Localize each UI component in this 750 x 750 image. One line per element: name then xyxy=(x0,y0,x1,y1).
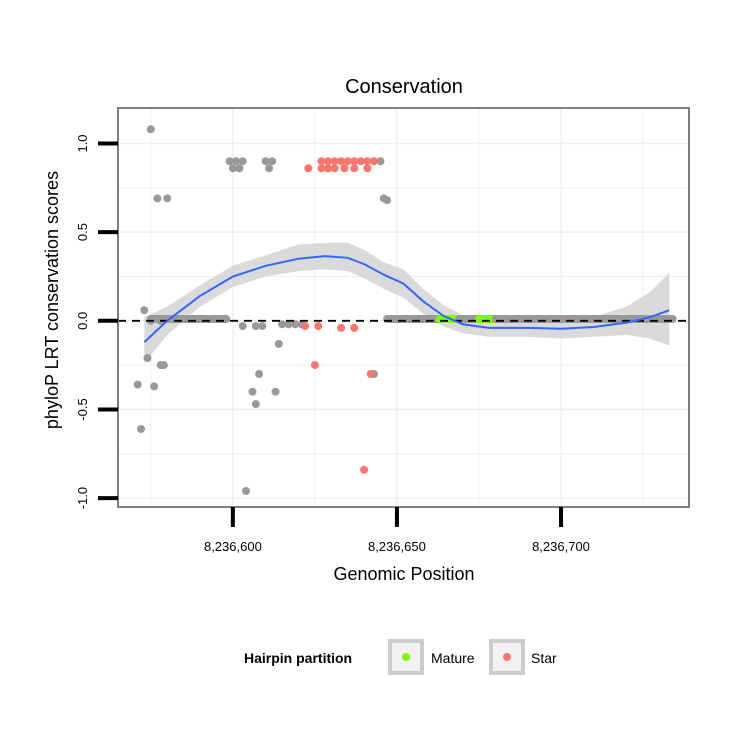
data-point-other xyxy=(146,125,155,134)
data-point-other xyxy=(238,322,247,331)
data-point-other xyxy=(228,164,237,173)
data-point-star xyxy=(317,164,326,173)
data-point-other xyxy=(159,361,168,370)
legend: Hairpin partition Mature Star xyxy=(244,639,557,675)
data-point-star xyxy=(350,157,359,166)
data-point-star xyxy=(324,157,332,166)
data-point-mature xyxy=(484,315,493,323)
x-axis-ticks: 8,236,600 8,236,650 8,236,700 xyxy=(204,507,590,554)
y-tick-label: 0.5 xyxy=(75,223,90,241)
data-point-other xyxy=(274,339,283,348)
data-point-other xyxy=(255,370,264,378)
data-point-star xyxy=(350,164,359,173)
data-point-star xyxy=(360,465,369,474)
confidence-band xyxy=(144,242,670,364)
data-point-other xyxy=(238,157,247,166)
y-tick-label: 1.0 xyxy=(75,134,90,152)
y-tick-label: -0.5 xyxy=(75,398,90,420)
data-point-star xyxy=(340,164,349,173)
data-point-other xyxy=(251,400,260,409)
y-tick-label: -1.0 xyxy=(75,487,90,509)
data-point-other xyxy=(271,387,280,396)
data-point-other xyxy=(268,157,277,166)
data-point-star xyxy=(363,164,372,173)
data-point-other xyxy=(251,322,260,331)
legend-label-star: Star xyxy=(531,650,557,666)
data-point-star xyxy=(337,323,346,332)
legend-dot-mature xyxy=(402,653,410,661)
data-point-other xyxy=(284,320,293,329)
data-point-star xyxy=(330,157,339,166)
data-point-star xyxy=(337,157,346,166)
x-tick-label: 8,236,650 xyxy=(368,539,426,554)
data-point-star xyxy=(310,361,319,370)
legend-title: Hairpin partition xyxy=(244,650,352,666)
data-point-other xyxy=(153,194,162,203)
x-tick-label: 8,236,700 xyxy=(532,539,590,554)
data-point-other xyxy=(278,320,287,329)
grid-lines xyxy=(118,108,689,507)
data-point-star xyxy=(366,370,375,378)
data-point-star xyxy=(301,322,310,331)
data-point-other xyxy=(140,306,149,315)
data-point-other xyxy=(137,425,145,433)
chart-title: Conservation xyxy=(345,76,463,98)
legend-label-mature: Mature xyxy=(431,650,475,666)
data-point-other xyxy=(163,194,172,203)
smooth-line xyxy=(143,255,670,343)
smooth-trend-line xyxy=(143,255,670,343)
legend-dot-star xyxy=(503,653,511,661)
legend-entry-star: Star xyxy=(489,639,557,675)
data-point-other xyxy=(261,157,270,166)
data-point-other xyxy=(235,164,244,173)
data-point-star xyxy=(317,157,326,166)
data-point-other xyxy=(258,322,267,331)
data-point-other xyxy=(143,354,152,362)
data-point-other xyxy=(376,157,385,166)
data-point-other xyxy=(383,196,392,205)
data-point-star xyxy=(314,322,323,331)
data-point-other xyxy=(232,157,241,166)
data-point-other xyxy=(133,380,142,389)
data-point-other xyxy=(242,487,250,495)
data-point-star xyxy=(363,157,372,166)
legend-entry-mature: Mature xyxy=(388,639,475,675)
data-point-star xyxy=(356,157,365,166)
x-axis-label: Genomic Position xyxy=(333,564,474,584)
data-point-star xyxy=(343,157,352,166)
data-point-other xyxy=(150,382,159,391)
data-point-star xyxy=(370,157,378,166)
data-point-other xyxy=(225,157,234,166)
plot-panel-border xyxy=(117,107,690,508)
smooth-confidence-band xyxy=(144,242,670,364)
y-tick-label: 0.0 xyxy=(75,312,90,330)
y-axis-ticks: -1.0 -0.5 0.0 0.5 1.0 xyxy=(75,134,118,509)
x-tick-label: 8,236,600 xyxy=(204,539,262,554)
data-point-other xyxy=(291,320,300,329)
data-point-star xyxy=(324,164,332,173)
data-point-star xyxy=(350,323,359,332)
data-point-star xyxy=(304,164,313,173)
data-point-other xyxy=(265,164,273,173)
data-point-star xyxy=(330,164,339,173)
y-axis-label: phyloP LRT conservation scores xyxy=(42,171,62,429)
data-point-other xyxy=(248,387,257,396)
